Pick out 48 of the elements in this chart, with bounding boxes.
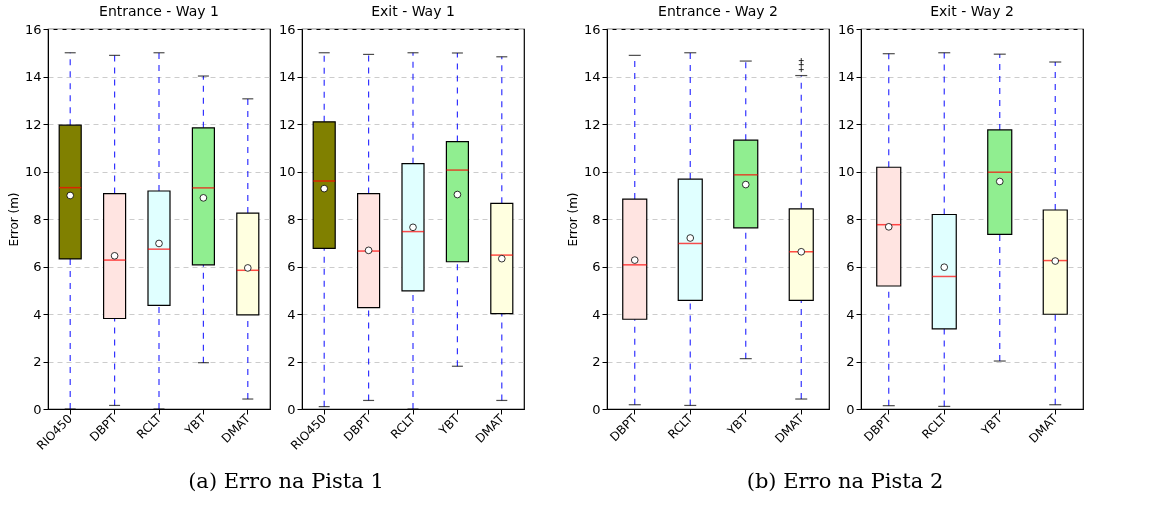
y-tick-label: 12 bbox=[24, 116, 42, 132]
y-tick-label: 16 bbox=[278, 21, 296, 37]
x-tick-label: YBT bbox=[181, 411, 209, 439]
y-axis-title: Error (m) bbox=[565, 192, 580, 247]
y-tick-label: 12 bbox=[837, 116, 855, 132]
y-tick-label: 10 bbox=[837, 164, 855, 179]
y-tick-label: 2 bbox=[846, 354, 855, 369]
y-tick-label: 8 bbox=[846, 211, 855, 227]
x-tick-label: YBT bbox=[435, 411, 463, 439]
text: (a) Erro na Pista 1 bbox=[188, 469, 384, 493]
x-tick-label: YBT bbox=[723, 411, 752, 439]
chart-title: Entrance - Way 1 bbox=[99, 3, 219, 19]
y-axis-title: Error (m) bbox=[6, 192, 21, 247]
y-tick-label: 14 bbox=[583, 69, 601, 84]
y-tick-label: 8 bbox=[287, 211, 296, 227]
y-tick-label: 10 bbox=[583, 164, 601, 179]
y-tick-label: 14 bbox=[278, 69, 296, 84]
y-tick-label: 14 bbox=[837, 69, 855, 84]
y-tick-label: 2 bbox=[287, 354, 296, 369]
text: (b) Erro na Pista 2 bbox=[746, 469, 944, 493]
chart-title: Exit - Way 1 bbox=[371, 3, 455, 19]
y-tick-label: 6 bbox=[287, 259, 296, 274]
y-tick-label: 4 bbox=[287, 306, 296, 322]
y-tick-label: 14 bbox=[24, 69, 42, 84]
y-tick-label: 16 bbox=[583, 21, 601, 37]
y-tick-label: 0 bbox=[846, 401, 855, 417]
chart-title: Entrance - Way 2 bbox=[658, 3, 778, 19]
y-tick-label: 4 bbox=[592, 306, 601, 322]
y-tick-label: 2 bbox=[33, 354, 42, 369]
y-tick-label: 16 bbox=[837, 21, 855, 37]
y-tick-label: 16 bbox=[24, 21, 42, 37]
chart-title: Exit - Way 2 bbox=[930, 3, 1014, 19]
y-tick-label: 8 bbox=[33, 211, 42, 227]
y-tick-label: 10 bbox=[278, 164, 296, 179]
y-tick-label: 12 bbox=[278, 116, 296, 132]
y-tick-label: 6 bbox=[592, 259, 601, 274]
y-tick-label: 0 bbox=[592, 401, 601, 417]
y-tick-label: 4 bbox=[846, 306, 855, 322]
y-tick-label: 0 bbox=[33, 401, 42, 417]
y-tick-label: 4 bbox=[33, 306, 42, 322]
x-tick-label: YBT bbox=[977, 411, 1006, 439]
y-tick-label: 2 bbox=[592, 354, 601, 369]
y-tick-label: 6 bbox=[846, 259, 855, 274]
y-tick-label: 12 bbox=[583, 116, 601, 132]
y-tick-label: 8 bbox=[592, 211, 601, 227]
y-tick-label: 0 bbox=[287, 401, 296, 417]
y-tick-label: 10 bbox=[24, 164, 42, 179]
y-tick-label: 6 bbox=[33, 259, 42, 274]
